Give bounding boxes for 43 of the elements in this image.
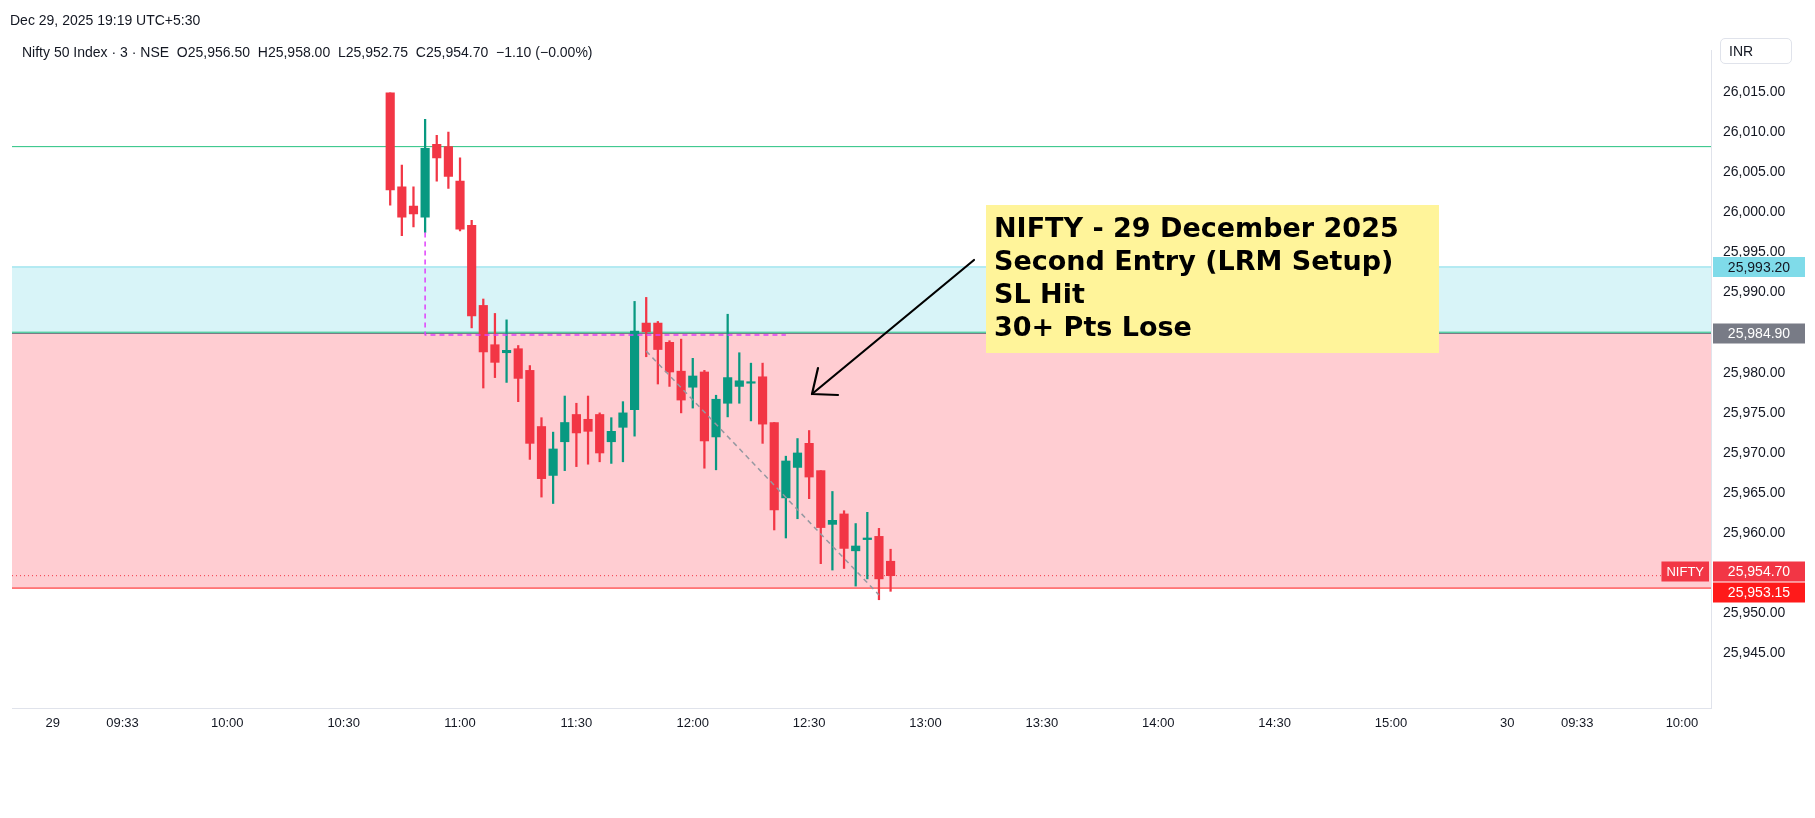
y-tick-label: 26,000.00 [1723, 203, 1786, 220]
y-axis-title: INR [1720, 38, 1792, 64]
x-tick-label: 09:33 [1560, 715, 1594, 731]
y-tick-label: 25,965.00 [1723, 483, 1786, 500]
annotation: NIFTY [1666, 563, 1705, 579]
x-tick-label: 10:00 [1665, 715, 1699, 731]
y-tick-label: 26,015.00 [1723, 82, 1786, 99]
y-tick-label: 25,960.00 [1723, 524, 1786, 541]
y-tick-label: 25,975.00 [1723, 403, 1786, 420]
x-tick-label: 12:30 [792, 715, 826, 731]
annotation: NIFTY - 29 December 2025 Second Entry (LRM Setup) SL Hit 30+ Pts Lose [986, 205, 1439, 353]
x-tick-label: 14:30 [1258, 715, 1291, 731]
x-tick-label: 14:00 [1141, 715, 1175, 731]
x-tick-label: 10:30 [327, 715, 360, 731]
text: Dec 29, 2025 19:19 UTC+5:30 [10, 12, 201, 28]
x-tick-label: 30 [1500, 715, 1515, 731]
x-tick-label: 15:00 [1374, 715, 1408, 731]
ref-line-label: 25,953.15 [1727, 584, 1791, 601]
x-tick-label: 13:30 [1025, 715, 1059, 731]
y-tick-label: 25,970.00 [1723, 443, 1786, 460]
x-tick-label: 11:30 [560, 715, 593, 731]
candlestick [827, 491, 837, 571]
candlestick [501, 319, 512, 383]
ref-line-label: 25,984.90 [1727, 325, 1791, 342]
x-tick-label: 10:00 [211, 715, 244, 731]
x-tick-label: 09:33 [106, 715, 139, 731]
y-tick-label: 25,945.00 [1723, 644, 1786, 661]
candlestick [571, 402, 581, 467]
y-tick-label: 26,010.00 [1723, 123, 1786, 140]
x-tick-label: 11:00 [444, 715, 476, 731]
chart-subtitle: Nifty 50 Index · 3 · NSE O25,956.50 H25,958.00 L25,952.75 C25,954.70 −1.10 (−0.00%) [22, 44, 593, 60]
y-tick-label: 25,990.00 [1723, 283, 1786, 300]
candlestick [792, 438, 803, 520]
candlestick [408, 186, 419, 228]
y-tick-label: 25,980.00 [1723, 363, 1786, 380]
x-tick-label: 29 [45, 715, 60, 731]
y-tick-label: 25,950.00 [1723, 604, 1786, 621]
ref-line-label: 25,993.20 [1727, 258, 1791, 275]
x-tick-label: 13:00 [909, 715, 942, 731]
ref-line-label: 25,954.70 [1727, 563, 1791, 580]
y-tick-label: 26,005.00 [1723, 163, 1786, 180]
y-tick-label: 25,995.00 [1723, 243, 1786, 260]
x-tick-label: 12:00 [676, 715, 710, 731]
